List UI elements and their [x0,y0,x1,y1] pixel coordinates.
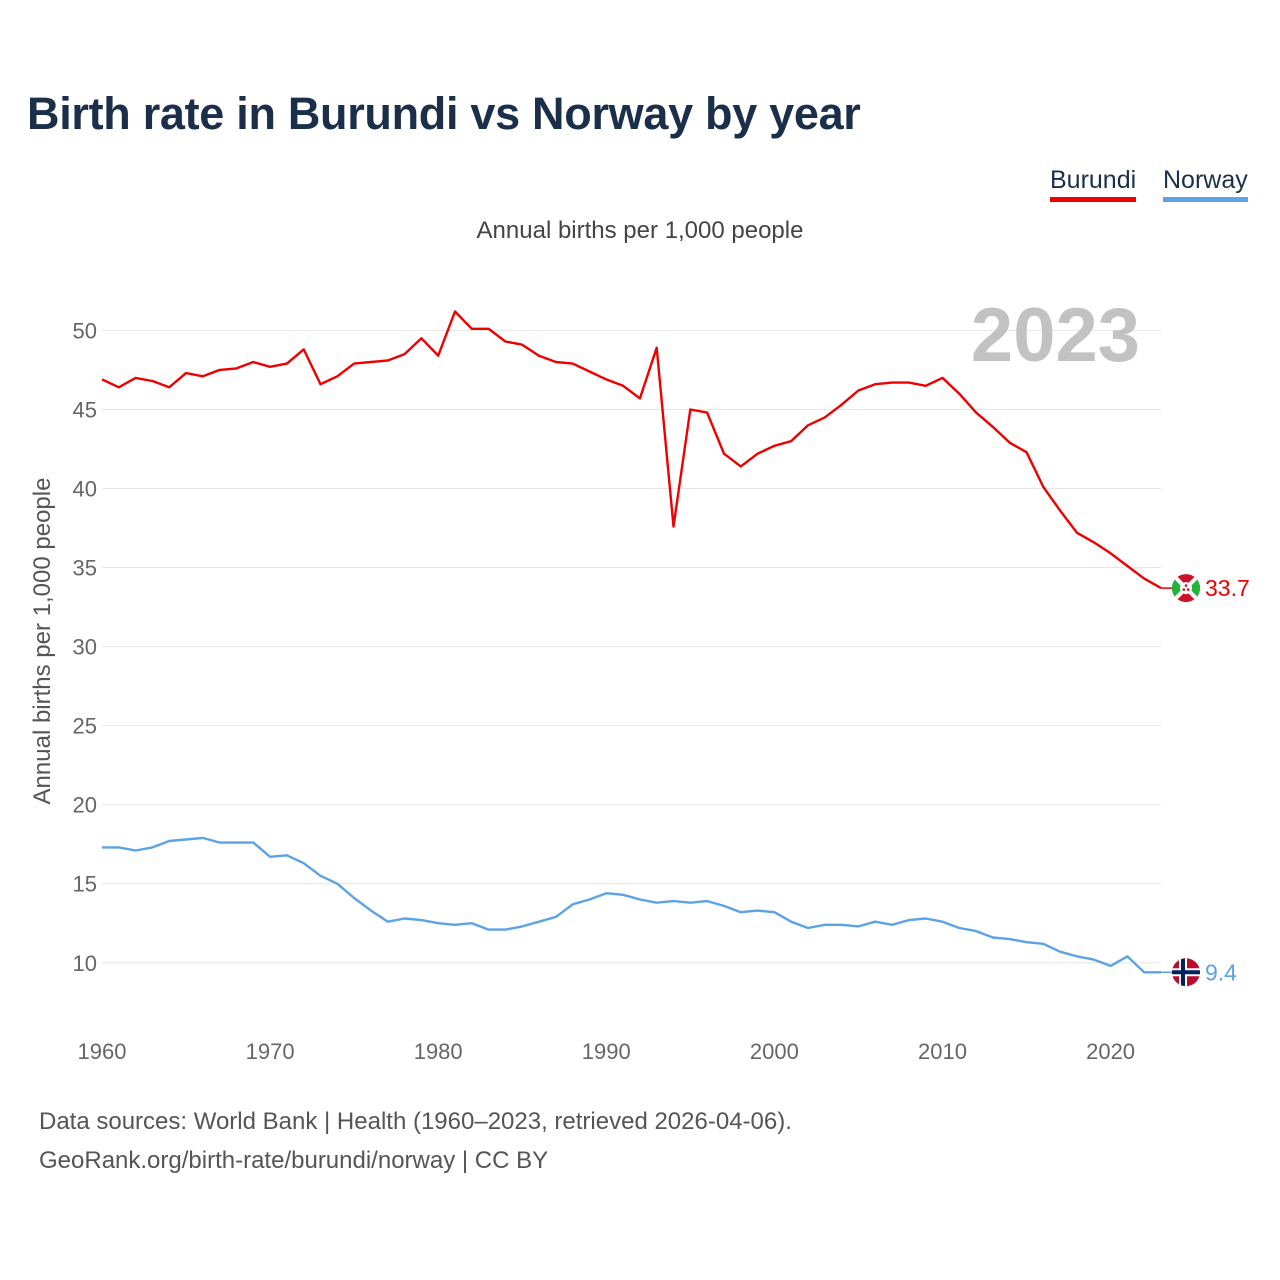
y-tick-label: 15 [73,872,97,897]
x-tick-label: 1990 [582,1039,631,1064]
y-tick-label: 50 [73,318,97,343]
y-tick-label: 30 [73,635,97,660]
y-axis-label: Annual births per 1,000 people [29,478,56,805]
end-value-label-burundi: 33.7 [1205,575,1250,601]
chart-subtitle: Annual births per 1,000 people [476,217,804,244]
y-tick-label: 20 [73,793,97,818]
y-tick-label: 40 [73,477,97,502]
x-tick-label: 2020 [1086,1039,1135,1064]
y-tick-label: 25 [73,714,97,739]
end-value-label-norway: 9.4 [1205,959,1237,985]
x-tick-label: 1970 [246,1039,295,1064]
year-overlay: 2023 [971,293,1140,378]
x-tick-label: 2000 [750,1039,799,1064]
footer-url: GeoRank.org/birth-rate/burundi/norway | … [39,1147,549,1174]
x-tick-label: 1960 [78,1039,127,1064]
y-tick-label: 45 [73,397,97,422]
chart-title: Birth rate in Burundi vs Norway by year [27,88,861,139]
y-axis-ticks: 10 15 20 25 30 35 40 45 50 [73,318,97,975]
end-markers: 33.7 9.4 [1161,574,1250,987]
x-axis-ticks: 1960 1970 1980 1990 2000 2010 2020 [78,1039,1136,1064]
legend-item-burundi[interactable]: Burundi [1050,166,1137,202]
x-tick-label: 2010 [918,1039,967,1064]
series-line-norway [102,836,1161,974]
legend-item-norway[interactable]: Norway [1163,166,1248,202]
footer-source: Data sources: World Bank | Health (1960–… [39,1108,792,1135]
flag-burundi-icon [1172,574,1200,603]
y-tick-label: 35 [73,556,97,581]
grid-lines [102,329,1161,964]
flag-norway-icon [1172,958,1200,987]
series-lines [101,310,1162,974]
y-tick-label: 10 [73,951,97,976]
x-tick-label: 1980 [414,1039,463,1064]
series-line-burundi [101,310,1162,590]
